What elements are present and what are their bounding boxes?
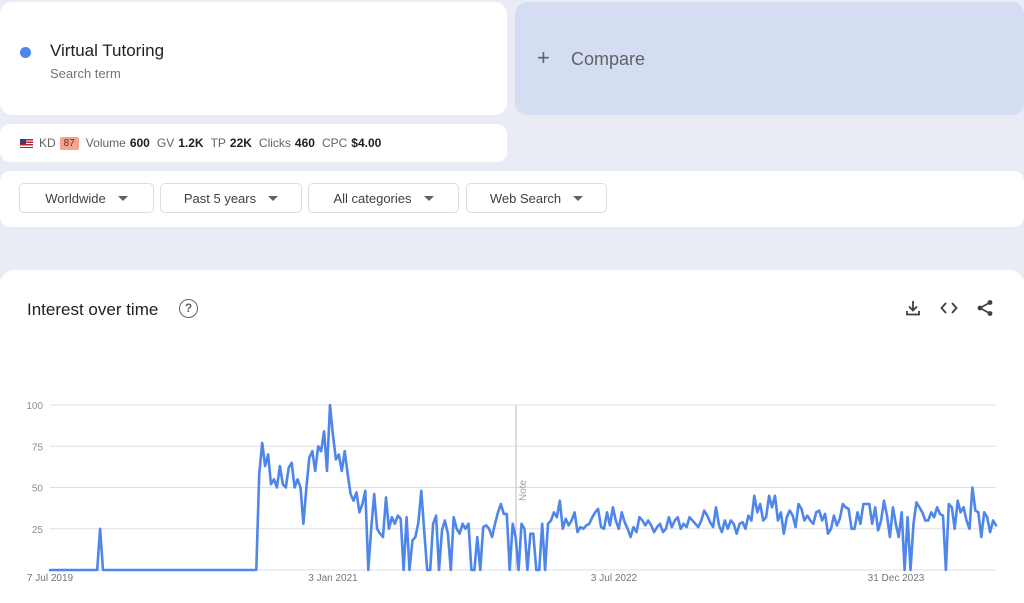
y-tick-label: 100 [26,401,43,412]
tp-label: TP [210,136,226,150]
period-dropdown[interactable]: Past 5 years [160,183,302,213]
cpc-value: $4.00 [351,136,382,150]
keyword-metrics-bar: KD 87 Volume 600 GV 1.2K TP 22K Clicks 4… [0,124,507,162]
compare-label[interactable]: Compare [571,49,646,69]
share-icon[interactable] [975,298,995,318]
y-tick-label: 75 [32,442,44,453]
cpc-label: CPC [321,136,348,150]
x-tick-label: 31 Dec 2023 [868,573,925,584]
compare-button[interactable] [515,2,1024,115]
interest-chart: 25 50 75 100 7 Jul 2019 3 Jan 2021 3 Jul 2022 3… [26,401,998,584]
search-term-subtitle: Search term [50,66,121,81]
search-type-dropdown-label: Web Search [489,190,562,206]
region-dropdown[interactable]: Worldwide [19,183,154,213]
y-tick-label: 50 [32,484,44,495]
chart-title: Interest over time [27,300,159,319]
clicks-value: 460 [294,136,315,150]
caret-down-icon [423,195,434,201]
us-flag-icon [20,138,33,148]
series-color-dot [20,47,31,58]
interest-over-time-card: Interest over time ? 25 50 75 100 7 Jul 2019… [0,270,1024,603]
y-tick-label: 25 [32,525,44,536]
series-line [48,403,998,572]
kd-badge: 87 [59,136,79,150]
region-dropdown-label: Worldwide [45,190,106,206]
clicks-label: Clicks [258,136,291,150]
x-tick-label: 3 Jan 2021 [308,573,358,584]
download-icon[interactable] [903,298,923,318]
kd-label: KD [39,136,56,150]
tp-value: 22K [229,136,252,150]
x-tick-label: 3 Jul 2022 [591,573,638,584]
caret-down-icon [117,195,128,201]
search-type-dropdown[interactable]: Web Search [466,183,607,213]
caret-down-icon [573,195,584,201]
category-dropdown[interactable]: All categories [308,183,459,213]
caret-down-icon [268,195,279,201]
help-icon[interactable]: ? [179,299,198,318]
filters-bar: Worldwide Past 5 years All categories We… [0,171,1024,227]
embed-icon[interactable] [939,298,959,318]
gv-value: 1.2K [178,136,204,150]
plus-icon[interactable]: + [537,45,550,70]
note-label: Note [518,479,529,501]
x-tick-label: 7 Jul 2019 [27,573,74,584]
volume-label: Volume [85,136,126,150]
category-dropdown-label: All categories [333,190,412,206]
search-term-card[interactable]: Virtual Tutoring Search term [0,2,507,115]
period-dropdown-label: Past 5 years [183,190,257,206]
search-term-name[interactable]: Virtual Tutoring [50,41,165,60]
volume-value: 600 [129,136,150,150]
gv-label: GV [156,136,175,150]
